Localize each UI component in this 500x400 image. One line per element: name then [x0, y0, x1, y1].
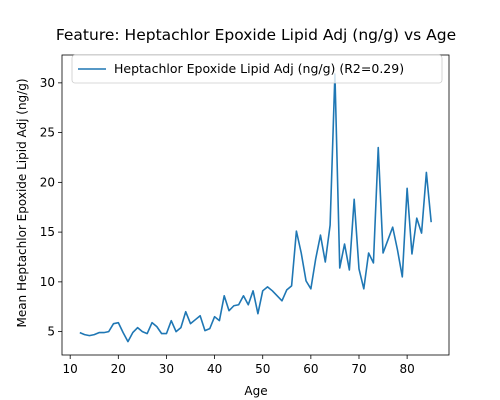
- y-axis: 5 10 15 20 25 30: [40, 76, 62, 339]
- legend: Heptachlor Epoxide Lipid Adj (ng/g) (R2=…: [71, 54, 443, 84]
- y-tick-label: 15: [40, 225, 55, 239]
- plot-area: 10 20 30 40 50 60 70 80 5 10 15 20 25 30: [40, 54, 450, 376]
- x-tick-label: 80: [399, 362, 414, 376]
- y-axis-label: Mean Heptachlor Epoxide Lipid Adj (ng/g): [15, 78, 29, 327]
- y-tick-label: 30: [40, 76, 55, 90]
- x-tick-label: 20: [111, 362, 126, 376]
- legend-entry-label: Heptachlor Epoxide Lipid Adj (ng/g) (R2=…: [114, 61, 404, 76]
- series-line-0: [79, 73, 432, 343]
- x-tick-label: 70: [351, 362, 366, 376]
- y-tick-label: 5: [47, 325, 55, 339]
- x-tick-label: 10: [63, 362, 78, 376]
- chart-title: Feature: Heptachlor Epoxide Lipid Adj (n…: [56, 26, 456, 44]
- x-axis-label: Age: [244, 384, 267, 398]
- series-lines: [79, 73, 432, 343]
- legend-box: [71, 54, 443, 84]
- x-tick-label: 60: [303, 362, 318, 376]
- y-tick-label: 20: [40, 175, 55, 189]
- x-tick-label: 40: [207, 362, 222, 376]
- x-tick-label: 30: [159, 362, 174, 376]
- y-tick-label: 10: [40, 275, 55, 289]
- x-axis: 10 20 30 40 50 60 70 80: [63, 355, 415, 376]
- y-tick-label: 25: [40, 126, 55, 140]
- x-tick-label: 50: [255, 362, 270, 376]
